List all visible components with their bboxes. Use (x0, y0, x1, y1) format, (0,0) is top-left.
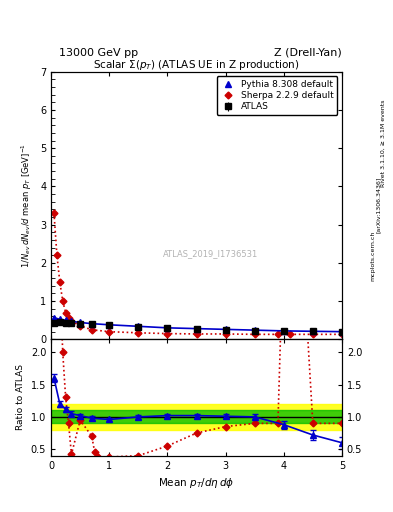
Pythia 8.308 default (340, 329, 344, 335)
Sherpa 2.2.9 default (287, 331, 292, 337)
Sherpa 2.2.9 default (63, 309, 68, 315)
Line: Pythia 8.308 default: Pythia 8.308 default (51, 315, 345, 334)
Text: Rivet 3.1.10, ≥ 3.1M events: Rivet 3.1.10, ≥ 3.1M events (381, 100, 386, 187)
Pythia 8.308 default (223, 326, 228, 332)
Sherpa 2.2.9 default (136, 330, 141, 336)
Pythia 8.308 default (252, 327, 257, 333)
Pythia 8.308 default (310, 328, 315, 334)
Sherpa 2.2.9 default (252, 331, 257, 337)
Sherpa 2.2.9 default (340, 331, 344, 337)
Pythia 8.308 default (165, 325, 170, 331)
Text: 13000 GeV pp: 13000 GeV pp (59, 48, 138, 58)
Text: ATLAS_2019_I1736531: ATLAS_2019_I1736531 (163, 249, 259, 258)
Text: Z (Drell-Yan): Z (Drell-Yan) (274, 48, 342, 58)
Legend: Pythia 8.308 default, Sherpa 2.2.9 default, ATLAS: Pythia 8.308 default, Sherpa 2.2.9 defau… (217, 76, 338, 115)
Pythia 8.308 default (194, 326, 199, 332)
Sherpa 2.2.9 default (194, 331, 199, 337)
Pythia 8.308 default (63, 317, 68, 323)
Text: mcplots.cern.ch: mcplots.cern.ch (371, 231, 376, 281)
Pythia 8.308 default (281, 328, 286, 334)
Pythia 8.308 default (136, 323, 141, 329)
Y-axis label: Ratio to ATLAS: Ratio to ATLAS (16, 365, 25, 431)
Sherpa 2.2.9 default (165, 331, 170, 337)
Y-axis label: $1/N_{ev}\,dN_{ev}/d$ mean $p_T$ [GeV]$^{-1}$: $1/N_{ev}\,dN_{ev}/d$ mean $p_T$ [GeV]$^… (20, 143, 35, 268)
X-axis label: Mean $p_T/d\eta\,d\phi$: Mean $p_T/d\eta\,d\phi$ (158, 476, 235, 490)
Title: Scalar $\Sigma(p_T)$ (ATLAS UE in Z production): Scalar $\Sigma(p_T)$ (ATLAS UE in Z prod… (93, 57, 300, 72)
Sherpa 2.2.9 default (57, 279, 62, 285)
Pythia 8.308 default (78, 319, 83, 326)
Sherpa 2.2.9 default (55, 252, 59, 258)
Sherpa 2.2.9 default (90, 327, 94, 333)
Sherpa 2.2.9 default (66, 315, 71, 322)
Sherpa 2.2.9 default (223, 331, 228, 337)
Sherpa 2.2.9 default (51, 210, 56, 216)
Pythia 8.308 default (57, 316, 62, 323)
Sherpa 2.2.9 default (78, 323, 83, 329)
Sherpa 2.2.9 default (107, 329, 112, 335)
Pythia 8.308 default (51, 314, 56, 321)
Sherpa 2.2.9 default (310, 331, 315, 337)
Pythia 8.308 default (107, 322, 112, 328)
Sherpa 2.2.9 default (61, 298, 65, 304)
Sherpa 2.2.9 default (275, 331, 280, 337)
Pythia 8.308 default (69, 318, 74, 325)
Text: [arXiv:1306.3436]: [arXiv:1306.3436] (376, 177, 380, 233)
Pythia 8.308 default (90, 321, 94, 327)
Line: Sherpa 2.2.9 default: Sherpa 2.2.9 default (51, 211, 344, 337)
Sherpa 2.2.9 default (69, 318, 74, 324)
